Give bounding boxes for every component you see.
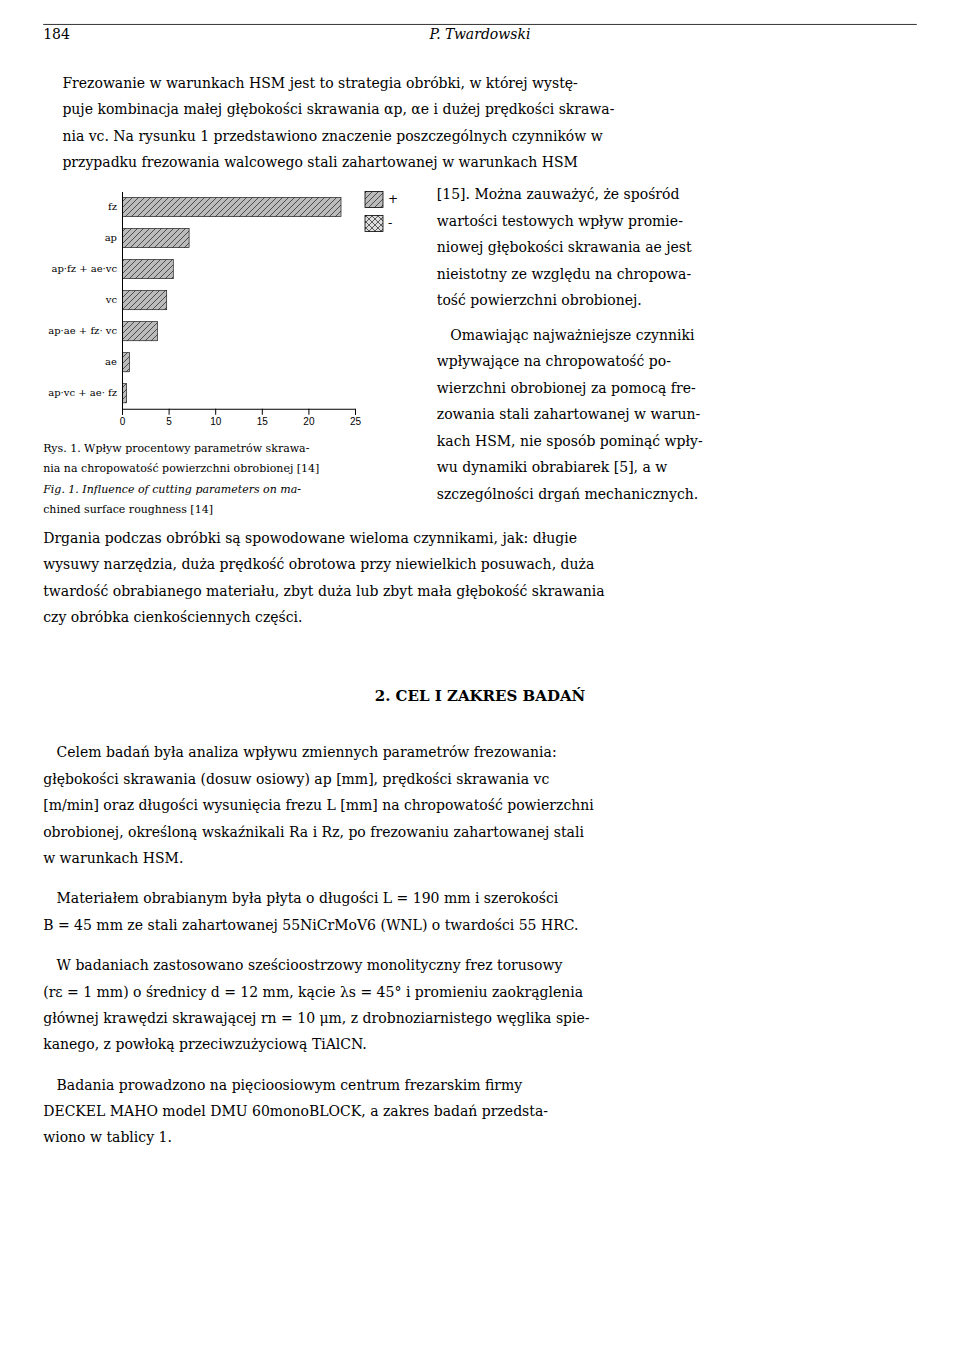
column-line: szczególności drgań mechanicznych. xyxy=(437,486,698,502)
x-tick: 5 xyxy=(166,409,172,427)
background xyxy=(0,0,960,1358)
x-axis: 0 5 10 15 20 25 xyxy=(120,409,362,427)
paragraph-line: Celem badań była analiza wpływu zmiennyc… xyxy=(43,744,556,760)
legend-label: - xyxy=(388,216,392,230)
paragraph-line: kanego, z powłoką przeciwzużyciową TiAlC… xyxy=(43,1036,367,1052)
column-line: wu dynamiki obrabiarek [5], a w xyxy=(437,459,668,475)
x-tick-label: 5 xyxy=(166,416,172,427)
column-line: Omawiając najważniejsze czynniki xyxy=(437,327,695,343)
x-tick-label: 15 xyxy=(257,416,269,427)
paragraph-line: Materiałem obrabianym była płyta o długo… xyxy=(43,890,559,906)
x-tick-mark xyxy=(308,409,309,415)
x-tick: 25 xyxy=(350,409,362,427)
x-axis-line xyxy=(123,409,356,415)
legend-swatch xyxy=(365,191,383,207)
intro-line: przypadku frezowania walcowego stali zah… xyxy=(62,154,578,170)
y-tick-label: vc xyxy=(105,294,118,305)
paragraph-line: Drgania podczas obróbki są spowodowane w… xyxy=(43,530,577,546)
section-header: 2. CEL I ZAKRES BADAŃ xyxy=(375,687,586,705)
x-tick-label: 0 xyxy=(120,416,126,427)
x-tick: 10 xyxy=(210,409,222,427)
y-tick: ap·vc + ae· fz xyxy=(48,387,122,398)
x-tick: 20 xyxy=(303,409,315,427)
y-tick-label: ap·vc + ae· fz xyxy=(48,387,117,398)
column-line: zowania stali zahartowanej w warun- xyxy=(437,406,701,422)
y-tick: fz xyxy=(108,201,122,212)
caption-line: nia na chropowatość powierzchni obrobion… xyxy=(43,462,319,475)
header-rule xyxy=(43,24,917,25)
paragraph-line: głównej krawędzi skrawającej rn = 10 μm,… xyxy=(43,1010,590,1026)
paragraph-line: Badania prowadzono na pięcioosiowym cent… xyxy=(43,1077,522,1093)
paragraph-line: w warunkach HSM. xyxy=(43,850,183,866)
y-tick: vc xyxy=(105,294,122,305)
paragraph-line: W badaniach zastosowano sześcioostrzowy … xyxy=(43,957,562,973)
zero-line xyxy=(122,192,123,409)
paragraph-line: B = 45 mm ze stali zahartowanej 55NiCrMo… xyxy=(43,917,578,933)
column-line: niowej głębokości skrawania ae jest xyxy=(437,239,692,255)
x-tick-mark xyxy=(355,409,356,415)
legend-swatch xyxy=(365,215,383,231)
paragraph-line: DECKEL MAHO model DMU 60monoBLOCK, a zak… xyxy=(43,1103,548,1119)
y-tick-label: ap·fz + ae·vc xyxy=(51,263,117,274)
bar xyxy=(122,259,173,278)
bar xyxy=(122,353,129,372)
bar xyxy=(122,290,167,309)
paragraph-line: (rε = 1 mm) o średnicy d = 12 mm, kącie … xyxy=(43,984,583,1000)
paragraph-line: [m/min] oraz długości wysunięcia frezu L… xyxy=(43,797,594,813)
legend-label: + xyxy=(388,192,398,206)
bar xyxy=(122,322,157,341)
y-tick: ae xyxy=(105,356,122,367)
bar xyxy=(122,228,189,247)
page-number: 184 xyxy=(43,26,70,42)
y-tick-label: ae xyxy=(105,356,117,367)
y-tick-label: ap·ae + fz· vc xyxy=(48,325,117,336)
caption-line: chined surface roughness [14] xyxy=(43,503,213,516)
column-line: tość powierzchni obrobionej. xyxy=(437,292,642,308)
caption-line: Fig. 1. Influence of cutting parameters … xyxy=(42,483,301,496)
bars xyxy=(122,197,341,402)
x-tick-label: 20 xyxy=(303,416,315,427)
paragraph-line: wysuwy narzędzia, duża prędkość obrotowa… xyxy=(43,556,594,572)
page: 184 P. Twardowski Frezowanie w warunkach H… xyxy=(0,0,960,1358)
x-tick-label: 10 xyxy=(210,416,222,427)
x-tick-label: 25 xyxy=(350,416,362,427)
x-tick-mark xyxy=(122,409,123,415)
paragraph-line: wiono w tablicy 1. xyxy=(43,1129,172,1145)
intro-line: puje kombinacja małej głębokości skrawan… xyxy=(62,101,614,117)
caption-line: Rys. 1. Wpływ procentowy parametrów skra… xyxy=(43,442,309,455)
column-line: wpływające na chropowatość po- xyxy=(437,353,671,369)
paragraph-line: czy obróbka cienkościennych części. xyxy=(43,609,302,625)
column-line: kach HSM, nie sposób pominąć wpły- xyxy=(437,433,703,449)
column-line: [15]. Można zauważyć, że spośród xyxy=(437,186,680,202)
intro-line: nia vc. Na rysunku 1 przedstawiono znacz… xyxy=(62,128,602,144)
x-tick: 0 xyxy=(120,409,126,427)
intro-line: Frezowanie w warunkach HSM jest to strat… xyxy=(62,75,578,91)
y-tick-label: ap xyxy=(105,232,117,243)
y-tick-label: fz xyxy=(108,201,117,212)
paragraph-line: twardość obrabianego materiału, zbyt duż… xyxy=(43,583,604,599)
x-tick-mark xyxy=(215,409,216,415)
x-tick-mark xyxy=(169,409,170,415)
x-tick: 15 xyxy=(257,409,269,427)
column-line: wartości testowych wpływ promie- xyxy=(437,213,683,229)
column-line: nieistotny ze względu na chropowa- xyxy=(437,266,692,282)
y-tick: ap xyxy=(105,232,122,243)
y-tick: ap·ae + fz· vc xyxy=(48,325,122,336)
column-line: wierzchni obrobionej za pomocą fre- xyxy=(437,380,696,396)
x-tick-mark xyxy=(262,409,263,415)
legend: +- xyxy=(365,191,398,231)
paragraph-line: obrobionej, określoną wskaźnikali Ra i R… xyxy=(43,824,584,840)
y-tick: ap·fz + ae·vc xyxy=(51,263,122,274)
author: P. Twardowski xyxy=(429,26,531,42)
y-axis: fz ap ap·fz + ae·vc vc ap·ae + fz· vc ae ap·vc… xyxy=(48,192,122,409)
bar xyxy=(122,197,341,216)
paragraph-line: głębokości skrawania (dosuw osiowy) ap [… xyxy=(43,771,549,787)
